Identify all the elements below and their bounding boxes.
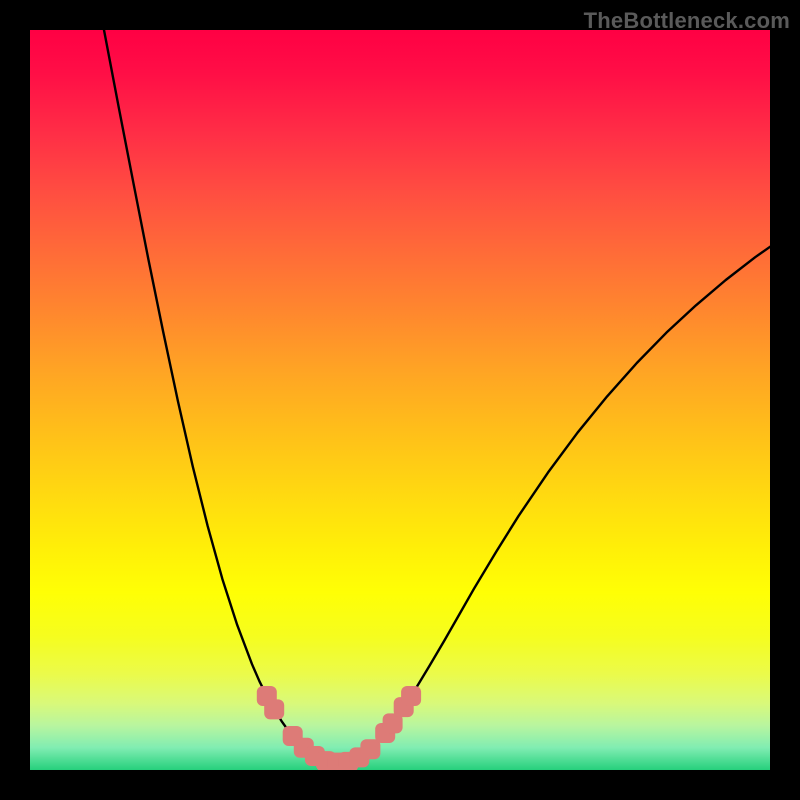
watermark-text: TheBottleneck.com: [584, 8, 790, 34]
curve-marker: [305, 746, 325, 766]
curve-marker: [383, 713, 403, 733]
chart-canvas: TheBottleneck.com: [0, 0, 800, 800]
curve-marker: [327, 753, 347, 770]
curve-marker: [349, 747, 369, 767]
curve-marker: [360, 739, 380, 759]
plot-area: [30, 30, 770, 770]
curve-marker: [257, 686, 277, 706]
curve-marker: [316, 751, 336, 770]
curve-marker: [394, 697, 414, 717]
curve-marker: [264, 699, 284, 719]
gradient-background: [30, 30, 770, 770]
curve-marker: [294, 738, 314, 758]
curve-marker: [401, 686, 421, 706]
curve-marker: [283, 726, 303, 746]
marker-layer: [30, 30, 770, 770]
curve-marker: [375, 723, 395, 743]
bottleneck-curve: [30, 30, 770, 770]
curve-marker: [338, 752, 358, 770]
